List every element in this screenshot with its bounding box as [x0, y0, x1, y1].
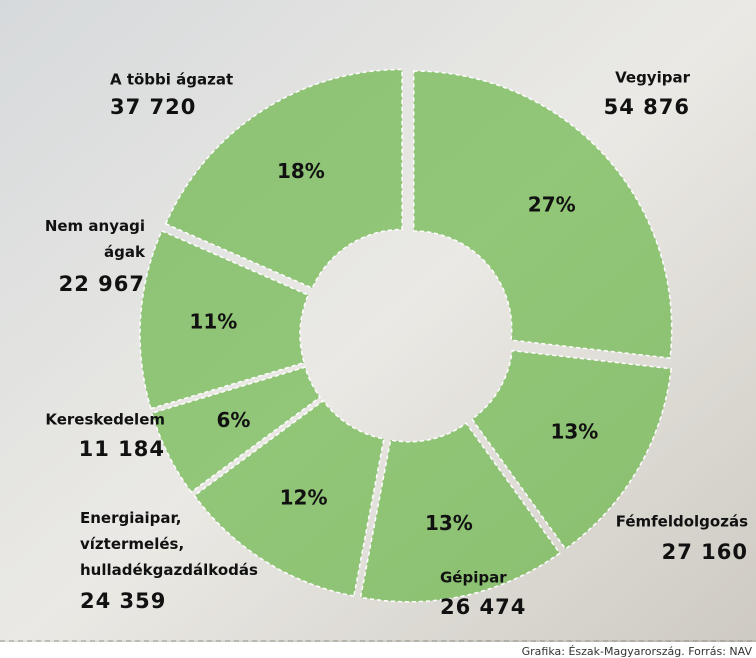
category-label: Energiaipar, víztermelés, hulladékgazdálko… [80, 509, 258, 579]
footer-band [0, 642, 756, 658]
percent-label: 12% [280, 486, 328, 510]
donut-segment [412, 70, 673, 359]
percent-label: 18% [277, 159, 325, 183]
value-label: 24 359 [80, 589, 166, 613]
donut-segment [139, 229, 310, 410]
category-label: Nem anyagi ágak [45, 217, 146, 261]
percent-label: 13% [425, 511, 473, 535]
category-label: Vegyipar [615, 69, 690, 87]
category-label: Fémfeldolgozás [616, 513, 748, 531]
source-note: Grafika: Észak-Magyarország. Forrás: NAV [522, 645, 753, 658]
percent-label: 6% [216, 408, 250, 432]
value-label: 26 474 [440, 595, 526, 619]
category-label: A többi ágazat [110, 71, 233, 89]
percent-label: 11% [189, 310, 237, 334]
value-label: 37 720 [110, 95, 196, 119]
donut-segment [193, 399, 385, 597]
value-label: 11 184 [79, 437, 165, 461]
percent-label: 27% [528, 192, 576, 216]
value-label: 22 967 [59, 272, 145, 296]
value-label: 54 876 [604, 95, 690, 119]
category-label: Gépipar [440, 569, 507, 587]
donut-segment [470, 349, 672, 550]
donut-segment [150, 366, 322, 494]
donut-segment [359, 422, 561, 603]
donut-segment [164, 68, 403, 290]
category-label: Kereskedelem [45, 411, 165, 429]
value-label: 27 160 [662, 540, 748, 564]
percent-label: 13% [550, 420, 598, 444]
